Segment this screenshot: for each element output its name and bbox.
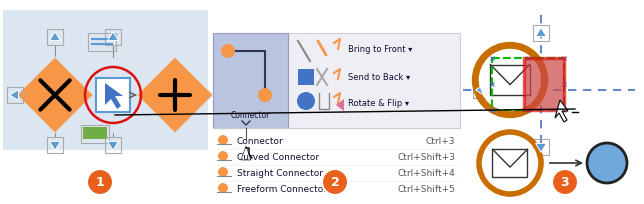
Bar	[533, 139, 549, 155]
Bar	[298, 69, 314, 85]
Circle shape	[322, 169, 348, 195]
Text: Rotate & Flip ▾: Rotate & Flip ▾	[348, 99, 409, 108]
Circle shape	[587, 143, 627, 183]
Bar	[47, 137, 63, 153]
Circle shape	[552, 169, 578, 195]
Bar	[213, 33, 288, 128]
Text: 1: 1	[95, 175, 104, 188]
Bar	[105, 137, 121, 153]
Text: Ctrl+Shift+5: Ctrl+Shift+5	[397, 184, 455, 194]
Circle shape	[218, 183, 228, 193]
Circle shape	[221, 44, 235, 58]
Polygon shape	[108, 141, 118, 150]
Polygon shape	[17, 57, 93, 133]
Text: Ctrl+Shift+3: Ctrl+Shift+3	[397, 153, 455, 162]
Bar	[533, 25, 549, 41]
Bar	[7, 87, 23, 103]
Bar	[83, 127, 107, 139]
Circle shape	[479, 49, 541, 111]
Polygon shape	[336, 99, 344, 111]
Polygon shape	[476, 85, 484, 95]
Bar	[524, 58, 564, 110]
Text: Connector: Connector	[231, 111, 270, 120]
Polygon shape	[536, 28, 546, 37]
Text: Ctrl+Shift+4: Ctrl+Shift+4	[397, 169, 455, 177]
Bar	[81, 125, 109, 143]
Text: Ctrl+3: Ctrl+3	[426, 136, 455, 145]
Text: Bring to Front ▾: Bring to Front ▾	[348, 44, 412, 53]
Polygon shape	[536, 143, 546, 152]
Circle shape	[87, 169, 113, 195]
Polygon shape	[105, 83, 123, 109]
Polygon shape	[108, 32, 118, 41]
Bar	[88, 33, 116, 51]
Bar	[3, 10, 208, 150]
Circle shape	[297, 92, 315, 110]
Polygon shape	[50, 141, 61, 150]
Bar	[105, 29, 121, 45]
Polygon shape	[137, 57, 213, 133]
Circle shape	[258, 88, 272, 102]
Text: Curved Connector: Curved Connector	[237, 153, 319, 162]
Bar	[493, 149, 527, 177]
Text: Freeform Connector: Freeform Connector	[237, 184, 327, 194]
Circle shape	[218, 135, 228, 145]
Bar	[490, 65, 529, 95]
Circle shape	[482, 135, 538, 191]
Polygon shape	[555, 100, 568, 122]
Polygon shape	[10, 90, 19, 100]
Text: 2: 2	[330, 175, 339, 188]
Bar	[492, 58, 564, 110]
Polygon shape	[50, 32, 61, 41]
Text: Send to Back ▾: Send to Back ▾	[348, 72, 410, 82]
Circle shape	[218, 151, 228, 161]
Text: Straight Connector: Straight Connector	[237, 169, 323, 177]
Bar	[473, 82, 489, 98]
Bar	[47, 29, 63, 45]
Text: Connector: Connector	[237, 136, 284, 145]
Text: 3: 3	[561, 175, 569, 188]
Circle shape	[218, 167, 228, 177]
Bar	[96, 78, 130, 112]
Bar	[213, 33, 460, 128]
